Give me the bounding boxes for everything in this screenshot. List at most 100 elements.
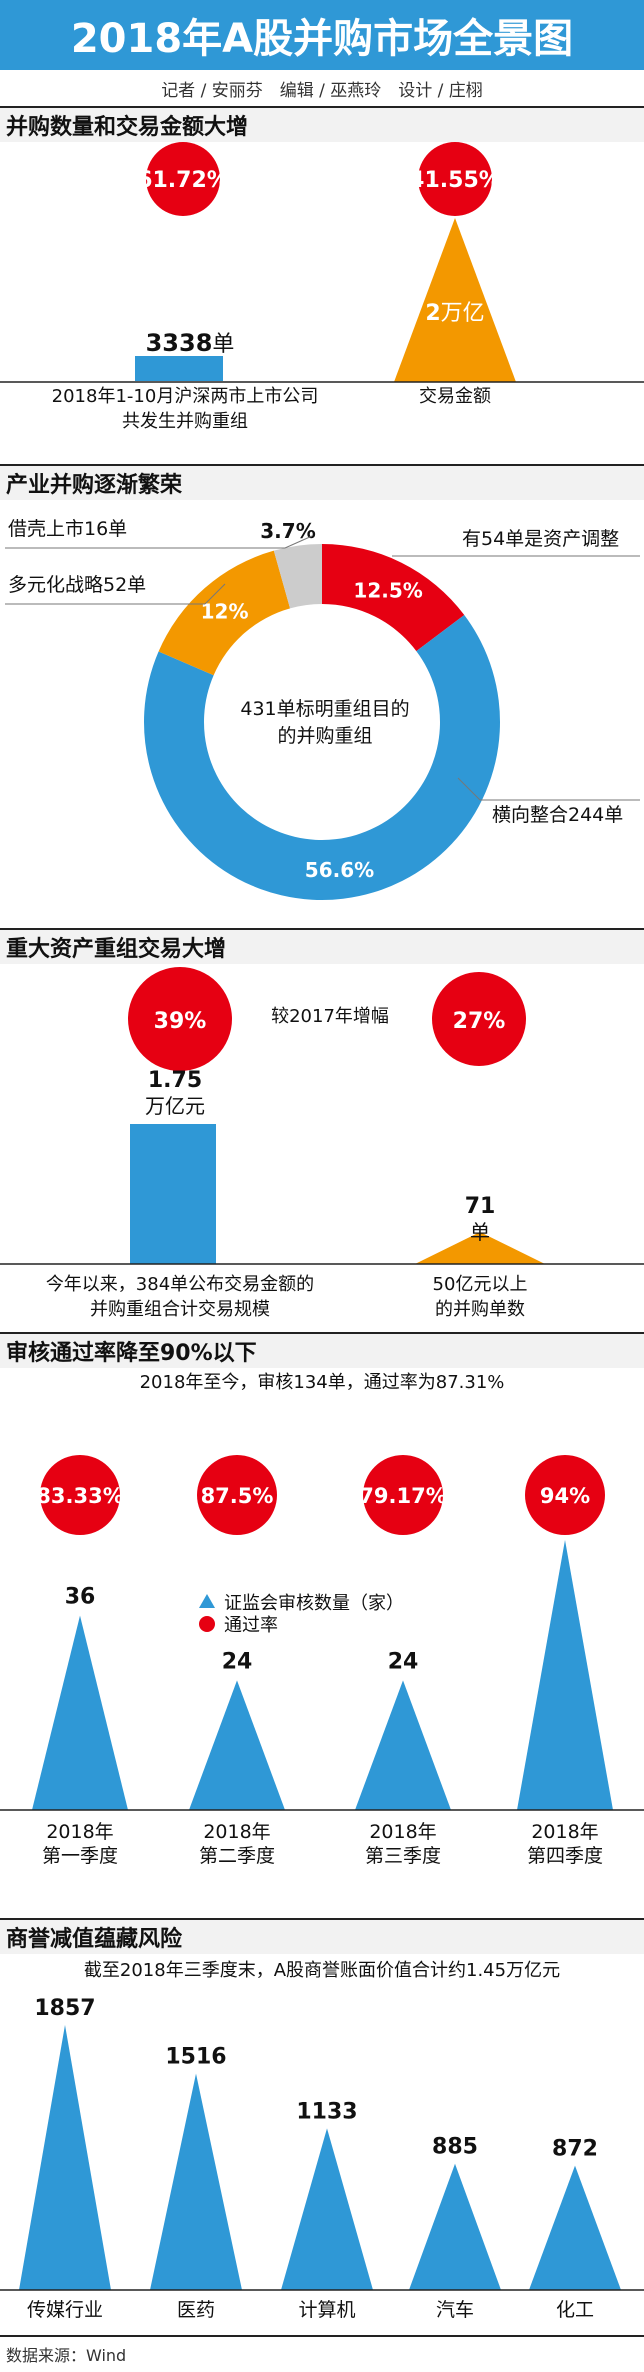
review-category-label: 2018年 <box>369 1821 436 1843</box>
compare-label: 较2017年增幅 <box>271 1006 389 1027</box>
review-category-label: 第二季度 <box>199 1845 275 1867</box>
review-rate-label: 87.5% <box>201 1484 274 1508</box>
review-rate-label: 94% <box>540 1484 590 1508</box>
review-count-label: 36 <box>65 1585 96 1610</box>
left-value: 1.75 <box>147 1068 203 1093</box>
goodwill-category-label: 传媒行业 <box>27 2299 103 2321</box>
amount-value: 2 <box>425 301 441 326</box>
review-count-bar <box>517 1540 613 1810</box>
count-value-line: 3338单 <box>120 326 260 358</box>
review-count-label: 24 <box>222 1649 253 1674</box>
goodwill-chart: 1857 传媒行业 1516 医药 1133 计算机 885 汽车 872 化工 <box>0 1996 644 2321</box>
section4-title: 审核通过率降至90%以下 <box>0 1332 644 1368</box>
review-category-label: 2018年 <box>531 1821 598 1843</box>
page-title: 2018年A股并购市场全景图 <box>0 0 644 70</box>
left-growth-text: 39% <box>154 1009 207 1034</box>
left-unit: 万亿元 <box>145 1094 205 1119</box>
count-unit: 单 <box>212 332 235 357</box>
goodwill-category-label: 汽车 <box>436 2299 474 2321</box>
count-label: 2018年1-10月沪深两市上市公司 共发生并购重组 <box>0 384 370 434</box>
left-caption-line2: 并购重组合计交易规模 <box>90 1299 270 1321</box>
review-category-label: 第三季度 <box>365 1845 441 1867</box>
right-caption-line2: 的并购单数 <box>435 1299 525 1321</box>
leader-line-horizontal-tip <box>457 777 481 801</box>
section2-title: 产业并购逐渐繁荣 <box>0 464 644 500</box>
footer-rule <box>0 2335 644 2337</box>
left-caption-line1: 今年以来，384单公布交易金额的 <box>45 1274 315 1295</box>
amount-growth-circle <box>418 142 492 216</box>
review-rate-label: 79.17% <box>359 1484 446 1508</box>
donut-center-line2: 的并购重组 <box>277 724 373 747</box>
section1-graphic: 61.72% 41.55% <box>0 142 644 383</box>
review-count-bar <box>189 1680 285 1810</box>
right-caption-line1: 50亿元以上 <box>432 1274 528 1295</box>
count-growth-circle <box>146 142 220 216</box>
review-rate-circle <box>197 1455 277 1535</box>
count-value: 3338 <box>145 329 213 357</box>
legend-count-icon <box>199 1594 215 1608</box>
section5-subtitle: 截至2018年三季度末，A股商誉账面价值合计约1.45万亿元 <box>83 1960 561 1981</box>
goodwill-category-label: 计算机 <box>298 2299 355 2321</box>
slice-label-horizontal: 横向整合244单 <box>492 804 624 826</box>
section4-subtitle: 2018年至今，审核134单，通过率为87.31% <box>139 1372 505 1393</box>
donut-slice-pct: 12.5% <box>353 579 422 603</box>
right-growth-circle <box>432 972 526 1066</box>
right-unit: 单 <box>470 1220 490 1245</box>
goodwill-category-label: 化工 <box>556 2299 594 2321</box>
count-trapezoid <box>415 1232 545 1264</box>
scale-bar <box>130 1124 216 1264</box>
goodwill-bar <box>281 2128 373 2290</box>
section3-graphic: 39% 27% <box>0 967 644 1265</box>
slice-label-diversify: 多元化战略52单 <box>8 574 147 596</box>
amount-label: 交易金额 <box>419 386 491 407</box>
amount-growth-text: 41.55% <box>409 168 501 193</box>
donut-slice-pct: 3.7% <box>260 519 315 543</box>
goodwill-category-label: 医药 <box>177 2299 215 2321</box>
count-growth-text: 61.72% <box>137 168 229 193</box>
right-value-block: 71 单 <box>440 1194 520 1244</box>
legend-count-label: 证监会审核数量（家） <box>224 1593 404 1614</box>
count-label-line1: 2018年1-10月沪深两市上市公司 <box>51 386 319 407</box>
amount-value-line: 2万亿 <box>405 295 505 327</box>
left-caption: 今年以来，384单公布交易金额的 并购重组合计交易规模 <box>0 1272 360 1322</box>
donut-chart: 12.5% 56.6% 12% 3.7% <box>5 519 640 900</box>
slice-label-borrow: 借壳上市16单 <box>8 518 128 540</box>
slice-label-adjust: 有54单是资产调整 <box>462 528 620 550</box>
goodwill-value-label: 1516 <box>165 2045 226 2070</box>
right-caption: 50亿元以上 的并购单数 <box>400 1272 560 1322</box>
donut-slice <box>322 544 465 652</box>
review-category-label: 2018年 <box>46 1821 113 1843</box>
review-count-bar <box>355 1680 451 1810</box>
review-count-bar <box>32 1615 128 1810</box>
review-category-label: 第一季度 <box>42 1845 118 1867</box>
review-category-label: 第四季度 <box>527 1845 603 1867</box>
section3-title: 重大资产重组交易大增 <box>0 928 644 964</box>
left-value-block: 1.75 万亿元 <box>110 1068 240 1118</box>
right-growth-text: 27% <box>453 1009 506 1034</box>
left-growth-circle <box>128 967 232 1071</box>
review-category-label: 2018年 <box>203 1821 270 1843</box>
section1-title: 并购数量和交易金额大增 <box>0 106 644 142</box>
donut-slice-pct: 12% <box>201 600 249 624</box>
donut-slice <box>273 544 322 609</box>
amount-unit: 万亿 <box>440 301 485 326</box>
goodwill-value-label: 1133 <box>296 2099 357 2124</box>
right-value: 71 <box>464 1194 496 1219</box>
source-note: 数据来源：Wind <box>6 2346 127 2365</box>
credits: 记者 / 安丽芬 编辑 / 巫燕玲 设计 / 庄栩 <box>161 80 483 101</box>
count-label-line2: 共发生并购重组 <box>122 411 248 433</box>
review-rate-label: 83.33% <box>36 1484 123 1508</box>
goodwill-bar <box>409 2163 501 2290</box>
section5-title: 商誉减值蕴藏风险 <box>0 1918 644 1954</box>
legend-rate-label: 通过率 <box>224 1615 278 1636</box>
goodwill-bar <box>150 2073 242 2290</box>
goodwill-value-label: 885 <box>432 2135 478 2160</box>
legend-rate-icon <box>199 1616 215 1632</box>
donut-slice-pct: 56.6% <box>305 858 374 882</box>
donut-center-line1: 431单标明重组目的 <box>240 698 410 720</box>
goodwill-bar <box>529 2165 621 2290</box>
review-rate-circle <box>40 1455 120 1535</box>
leader-line-diversify-tip <box>204 583 226 605</box>
leader-line-borrow-tip <box>284 535 313 549</box>
